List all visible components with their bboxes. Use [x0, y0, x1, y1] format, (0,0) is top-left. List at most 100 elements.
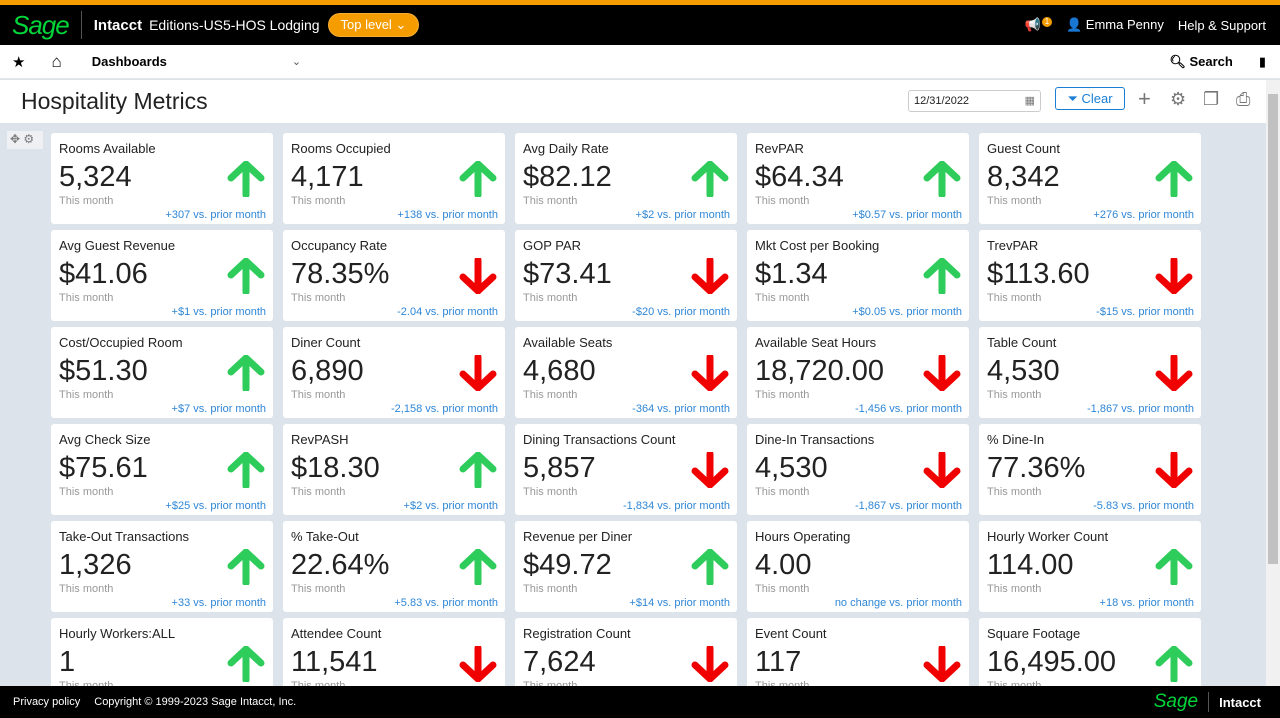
metric-value: 8,342 [987, 161, 1060, 193]
metric-card[interactable]: Available Seats 4,680 This month -364 vs. p… [515, 327, 737, 418]
dashboard-tools: ✥ ⚙ [7, 131, 43, 149]
metric-card[interactable]: Occupancy Rate 78.35% This month -2.04 vs. … [283, 230, 505, 321]
metric-card[interactable]: RevPASH $18.30 This month +$2 vs. prior mon… [283, 424, 505, 515]
metric-card[interactable]: Avg Check Size $75.61 This month +$25 vs. p… [51, 424, 273, 515]
print-icon[interactable]: ⎙ [1236, 89, 1251, 109]
bookmark-icon[interactable]: ▮ [1258, 53, 1266, 69]
metric-period: This month [755, 292, 810, 304]
sage-logo[interactable]: Sage [12, 9, 70, 40]
arrow-down-icon [1155, 258, 1193, 294]
metric-label: Revenue per Diner [523, 529, 633, 544]
metric-card[interactable]: Hourly Worker Count 114.00 This month +18 v… [979, 521, 1201, 612]
metric-comparison: no change vs. prior month [834, 597, 962, 609]
metric-comparison: -5.83 vs. prior month [1093, 500, 1194, 512]
metric-period: This month [59, 389, 114, 401]
metric-comparison: -364 vs. prior month [632, 403, 730, 415]
gear-icon[interactable]: ⚙ [23, 132, 35, 146]
scrollbar-thumb[interactable] [1268, 94, 1278, 564]
search-button[interactable]: 🔍︎ Search [1169, 54, 1233, 70]
date-filter-input[interactable]: 12/31/2022 ▦ [908, 90, 1041, 112]
metric-comparison: +$7 vs. prior month [171, 403, 266, 415]
metric-card[interactable]: Table Count 4,530 This month -1,867 vs. pri… [979, 327, 1201, 418]
footer-sage-logo: Sage [1153, 691, 1199, 712]
metric-period: This month [291, 486, 346, 498]
clear-filter-button[interactable]: ⏷ Clear [1055, 87, 1125, 110]
user-menu[interactable]: 👤 Emma Penny [1066, 17, 1164, 33]
metric-period: This month [291, 680, 346, 686]
metric-card[interactable]: Registration Count 7,624 This month [515, 618, 737, 686]
metric-value: 18,720.00 [755, 355, 885, 387]
metric-card[interactable]: Avg Guest Revenue $41.06 This month +$1 vs.… [51, 230, 273, 321]
metric-card[interactable]: Diner Count 6,890 This month -2,158 vs. pri… [283, 327, 505, 418]
arrow-up-icon [227, 355, 265, 391]
megaphone-icon: 📢 [1024, 17, 1041, 32]
metric-card[interactable]: Hours Operating 4.00 This month no change v… [747, 521, 969, 612]
metric-period: This month [755, 195, 810, 207]
metric-period: This month [59, 583, 114, 595]
metric-label: GOP PAR [523, 238, 582, 253]
arrow-down-icon [691, 355, 729, 391]
gear-icon[interactable]: ⚙ [1170, 89, 1187, 109]
privacy-policy-link[interactable]: Privacy policy [13, 696, 81, 708]
metric-period: This month [59, 486, 114, 498]
metric-label: Occupancy Rate [291, 238, 388, 253]
top-accent-stripe [0, 0, 1280, 5]
copy-icon[interactable]: ❐ [1203, 89, 1220, 109]
metric-card[interactable]: Available Seat Hours 18,720.00 This month -… [747, 327, 969, 418]
metric-comparison: -1,867 vs. prior month [1087, 403, 1194, 415]
metric-card[interactable]: Mkt Cost per Booking $1.34 This month +$0.0… [747, 230, 969, 321]
metric-card[interactable]: Guest Count 8,342 This month +276 vs. prior… [979, 133, 1201, 224]
scrollbar[interactable] [1266, 80, 1280, 686]
announcements-button[interactable]: 📢 1 [1025, 17, 1052, 33]
metric-period: This month [523, 583, 578, 595]
metric-card[interactable]: Avg Daily Rate $82.12 This month +$2 vs. pr… [515, 133, 737, 224]
metric-card[interactable]: Dine-In Transactions 4,530 This month -1,86… [747, 424, 969, 515]
metric-card[interactable]: Attendee Count 11,541 This month [283, 618, 505, 686]
calendar-icon[interactable]: ▦ [1024, 95, 1035, 107]
metric-card[interactable]: Rooms Available 5,324 This month +307 vs. p… [51, 133, 273, 224]
metric-value: 16,495.00 [987, 646, 1117, 678]
copyright: Copyright © 1999-2023 Sage Intacct, Inc. [94, 696, 297, 708]
metric-label: Diner Count [291, 335, 361, 350]
metric-card[interactable]: % Take-Out 22.64% This month +5.83 vs. prio… [283, 521, 505, 612]
arrow-up-icon [227, 646, 265, 682]
metric-card[interactable]: Rooms Occupied 4,171 This month +138 vs. pr… [283, 133, 505, 224]
arrow-up-icon [459, 161, 497, 197]
metric-comparison: +276 vs. prior month [1093, 209, 1194, 221]
metric-card[interactable]: GOP PAR $73.41 This month -$20 vs. prior mo… [515, 230, 737, 321]
arrow-down-icon [459, 646, 497, 682]
arrow-up-icon [227, 258, 265, 294]
metric-card[interactable]: Event Count 117 This month [747, 618, 969, 686]
help-support-link[interactable]: Help & Support [1177, 17, 1266, 33]
metric-value: $49.72 [523, 549, 612, 581]
metric-card[interactable]: % Dine-In 77.36% This month -5.83 vs. prior… [979, 424, 1201, 515]
add-icon[interactable]: + [1138, 86, 1151, 111]
chevron-down-icon[interactable]: ⌄ [291, 56, 302, 68]
move-icon[interactable]: ✥ [10, 132, 21, 146]
metric-value: 1,326 [59, 549, 132, 581]
metric-comparison: -2,158 vs. prior month [391, 403, 498, 415]
metric-card[interactable]: Cost/Occupied Room $51.30 This month +$7 vs… [51, 327, 273, 418]
metric-value: $75.61 [59, 452, 148, 484]
metric-card[interactable]: Square Footage 16,495.00 This month [979, 618, 1201, 686]
divider [1208, 692, 1210, 712]
star-icon[interactable]: ★ [12, 53, 26, 71]
company-name[interactable]: Editions-US5-HOS Lodging [149, 17, 320, 33]
home-icon[interactable]: ⌂ [51, 51, 62, 71]
metric-card[interactable]: Hourly Workers:ALL 1 This month [51, 618, 273, 686]
entity-selector[interactable]: Top level ⌄ [327, 13, 420, 37]
dashboards-menu[interactable]: Dashboards [91, 54, 167, 69]
metric-comparison: -1,834 vs. prior month [623, 500, 730, 512]
metric-period: This month [987, 389, 1042, 401]
metric-value: $41.06 [59, 258, 148, 290]
metric-card[interactable]: Take-Out Transactions 1,326 This month +33 … [51, 521, 273, 612]
metric-card[interactable]: Revenue per Diner $49.72 This month +$14 vs… [515, 521, 737, 612]
brand-name: Intacct [93, 16, 143, 34]
metric-comparison: +$2 vs. prior month [635, 209, 730, 221]
metric-comparison: +$0.57 vs. prior month [852, 209, 962, 221]
metric-card[interactable]: Dining Transactions Count 5,857 This month… [515, 424, 737, 515]
metric-card[interactable]: RevPAR $64.34 This month +$0.57 vs. prior m… [747, 133, 969, 224]
metric-label: Dine-In Transactions [755, 432, 875, 447]
metric-value: 5,857 [523, 452, 596, 484]
metric-card[interactable]: TrevPAR $113.60 This month -$15 vs. prior m… [979, 230, 1201, 321]
